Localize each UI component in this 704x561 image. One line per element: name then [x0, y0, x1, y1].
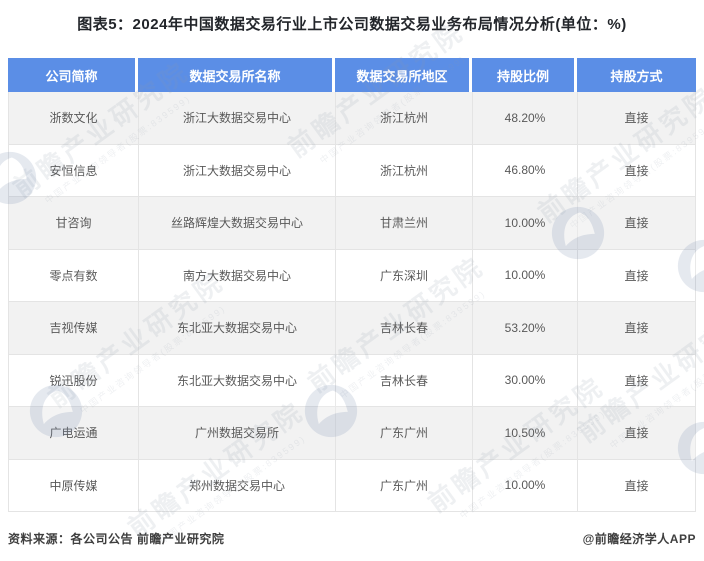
table-row: 中原传媒 郑州数据交易中心 广东广州 10.00% 直接 — [8, 459, 696, 512]
table-cell: 浙江大数据交易中心 — [139, 92, 336, 144]
column-header: 数据交易所名称 — [138, 58, 335, 92]
table-header-row: 公司简称 数据交易所名称 数据交易所地区 持股比例 持股方式 — [8, 58, 696, 92]
data-table: 公司简称 数据交易所名称 数据交易所地区 持股比例 持股方式 浙数文化 浙江大数据交易中心… — [8, 58, 696, 512]
table-cell: 10.00% — [473, 197, 578, 249]
table-row: 锐迅股份 东北亚大数据交易中心 吉林长春 30.00% 直接 — [8, 354, 696, 407]
figure-footer: 资料来源：各公司公告 前瞻产业研究院 @前瞻经济学人APP — [8, 530, 696, 547]
table-cell: 南方大数据交易中心 — [139, 249, 336, 301]
table-cell: 广电运通 — [9, 407, 139, 459]
table-cell: 直接 — [624, 268, 649, 283]
column-header: 数据交易所地区 — [335, 58, 472, 92]
credit-note: @前瞻经济学人APP — [582, 532, 696, 546]
table-cell: 48.20% — [473, 92, 578, 144]
table-cell: 东北亚大数据交易中心 — [139, 354, 336, 406]
table-cell: 零点有数 — [9, 249, 139, 301]
table-cell: 直接 — [624, 478, 649, 493]
table-cell: 甘咨询 — [9, 197, 139, 249]
table-cell: 郑州数据交易中心 — [139, 459, 336, 511]
table-cell: 吉林长春 — [336, 354, 473, 406]
table-cell: 安恒信息 — [9, 144, 139, 196]
table-cell: 吉视传媒 — [9, 302, 139, 354]
column-header: 公司简称 — [8, 58, 138, 92]
table-cell: 直接 — [624, 111, 649, 126]
table-row: 广电运通 广州数据交易所 广东广州 10.50% 直接 — [8, 407, 696, 460]
table-cell: 直接 — [624, 321, 649, 336]
table-cell: 直接 — [624, 426, 649, 441]
table-cell: 30.00% — [473, 354, 578, 406]
table-cell: 直接 — [624, 216, 649, 231]
table-cell: 锐迅股份 — [9, 354, 139, 406]
table-cell: 浙江杭州 — [336, 144, 473, 196]
table-cell: 10.00% — [473, 459, 578, 511]
table-cell: 10.50% — [473, 407, 578, 459]
table-cell: 丝路辉煌大数据交易中心 — [139, 197, 336, 249]
table-row: 安恒信息 浙江大数据交易中心 浙江杭州 46.80% 直接 — [8, 144, 696, 197]
table-cell: 直接 — [624, 163, 649, 178]
table-cell: 广东深圳 — [336, 249, 473, 301]
table-cell: 广东广州 — [336, 459, 473, 511]
column-header: 持股方式 — [577, 58, 696, 92]
figure-title: 图表5：2024年中国数据交易行业上市公司数据交易业务布局情况分析(单位：%) — [77, 16, 627, 33]
table-cell: 广州数据交易所 — [139, 407, 336, 459]
table-row: 吉视传媒 东北亚大数据交易中心 吉林长春 53.20% 直接 — [8, 302, 696, 355]
table-cell: 浙数文化 — [9, 92, 139, 144]
table-cell: 吉林长春 — [336, 302, 473, 354]
table-row: 甘咨询 丝路辉煌大数据交易中心 甘肃兰州 10.00% 直接 — [8, 197, 696, 250]
table-cell: 46.80% — [473, 144, 578, 196]
table-body: 浙数文化 浙江大数据交易中心 浙江杭州 48.20% 直接 安恒信息 浙江大数据交易中心 浙江… — [8, 92, 696, 512]
table-cell: 直接 — [624, 373, 649, 388]
column-header: 持股比例 — [472, 58, 577, 92]
table-cell: 浙江大数据交易中心 — [139, 144, 336, 196]
table-cell: 浙江杭州 — [336, 92, 473, 144]
source-note: 资料来源：各公司公告 前瞻产业研究院 — [8, 532, 225, 546]
table-cell: 中原传媒 — [9, 459, 139, 511]
table-cell: 53.20% — [473, 302, 578, 354]
table-row: 零点有数 南方大数据交易中心 广东深圳 10.00% 直接 — [8, 249, 696, 302]
table-cell: 甘肃兰州 — [336, 197, 473, 249]
table-cell: 10.00% — [473, 249, 578, 301]
table-cell: 广东广州 — [336, 407, 473, 459]
table-row: 浙数文化 浙江大数据交易中心 浙江杭州 48.20% 直接 — [8, 92, 696, 145]
table-cell: 东北亚大数据交易中心 — [139, 302, 336, 354]
